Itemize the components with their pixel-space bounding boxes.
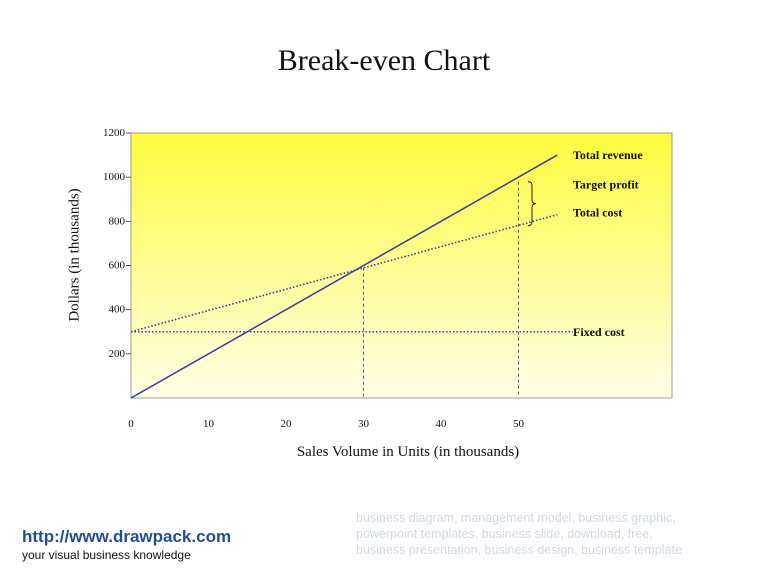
footer-tagline: your visual business knowledge bbox=[22, 548, 191, 562]
target-profit-label: Target profit bbox=[573, 178, 639, 192]
x-tick-label: 10 bbox=[203, 418, 215, 430]
x-tick-label: 0 bbox=[128, 418, 134, 430]
footer-url-link[interactable]: http://www.drawpack.com bbox=[22, 527, 232, 546]
chart-title: Break-even Chart bbox=[277, 44, 491, 77]
series-label: Total revenue bbox=[573, 148, 643, 162]
watermark-line: business presentation, business design, … bbox=[356, 543, 682, 557]
y-tick-label: 800 bbox=[109, 215, 126, 227]
y-tick-label: 400 bbox=[109, 304, 126, 316]
y-tick-label: 600 bbox=[109, 260, 126, 272]
watermark-line: business diagram, management model, busi… bbox=[356, 511, 676, 525]
series-label: Fixed cost bbox=[573, 325, 625, 339]
y-tick-label: 200 bbox=[109, 348, 126, 360]
series-line bbox=[130, 213, 558, 333]
watermark-text: business diagram, management model, busi… bbox=[356, 510, 756, 558]
series-label: Total cost bbox=[573, 206, 622, 220]
x-tick-label: 40 bbox=[436, 418, 448, 430]
x-tick-label: 50 bbox=[513, 418, 525, 430]
y-tick-label: 1000 bbox=[103, 171, 126, 183]
y-tick-label: 1200 bbox=[103, 127, 126, 139]
watermark-line: powerpoint templates, business slide, do… bbox=[356, 527, 653, 541]
plot-area bbox=[130, 132, 673, 399]
x-tick-label: 30 bbox=[358, 418, 370, 430]
series-line bbox=[130, 154, 558, 399]
target-profit-brace bbox=[527, 181, 537, 227]
x-tick-label: 20 bbox=[281, 418, 293, 430]
x-axis-label: Sales Volume in Units (in thousands) bbox=[296, 444, 520, 460]
